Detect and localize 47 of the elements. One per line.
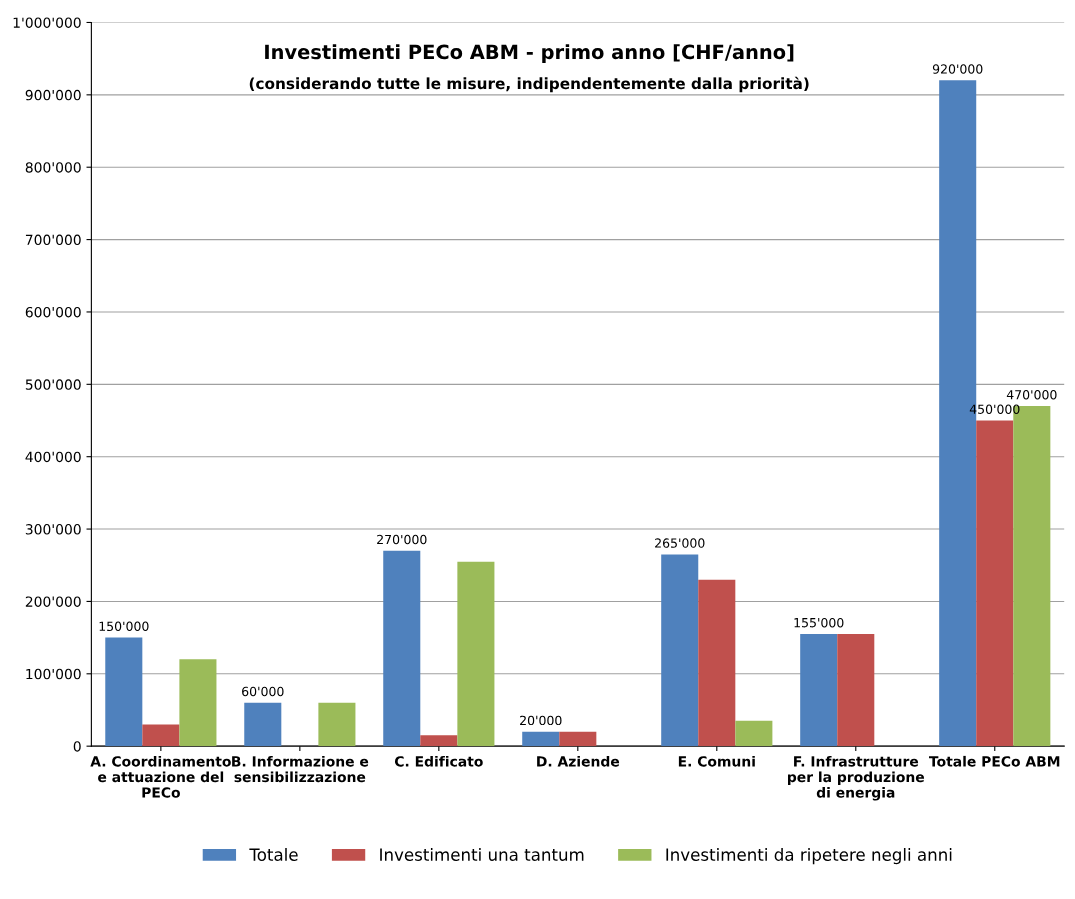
text: (considerando tutte le misure, indipendentemente dalla priorità) — [249, 76, 809, 93]
y-tick-label: 100'000 — [26, 668, 81, 680]
bar — [383, 550, 421, 747]
x-tick-label: E. Comuni — [678, 755, 755, 767]
bar — [522, 731, 560, 747]
text: Investimenti PECo ABM - primo anno [CHF/anno] — [265, 44, 794, 63]
legend-label: Investimenti da ripetere negli anni — [666, 848, 952, 865]
legend-label: Investimenti una tantum — [380, 848, 584, 861]
y-tick-label: 400'000 — [25, 451, 81, 463]
data-label: 920'000 — [932, 64, 983, 74]
data-label: 470'000 — [1006, 389, 1057, 400]
bar — [318, 702, 356, 747]
bar — [661, 554, 699, 747]
bar — [735, 720, 773, 747]
y-tick-label: 200'000 — [25, 596, 81, 607]
y-tick-label: 0 — [73, 741, 81, 752]
y-tick-label: 900'000 — [25, 89, 81, 101]
bar — [976, 420, 1014, 747]
y-tick-label: 700'000 — [25, 234, 81, 246]
legend-label: Totale — [249, 848, 298, 861]
y-tick-label: 300'000 — [25, 524, 81, 535]
x-tick-label: B. Informazione e sensibilizzazione — [232, 755, 369, 783]
data-label: 265'000 — [655, 538, 705, 548]
x-tick-label: Totale PECo ABM — [929, 755, 1060, 767]
bar — [142, 724, 180, 747]
y-tick-label: 800'000 — [25, 162, 81, 173]
y-tick-label: 1'000'000 — [13, 17, 81, 28]
bar — [457, 561, 495, 747]
x-tick-label: F. Infrastrutture per la produzione di energia — [788, 755, 925, 801]
bar — [179, 659, 217, 747]
y-tick-label: 500'000 — [25, 379, 81, 390]
x-tick-label: C. Edificato — [394, 755, 483, 767]
bar — [559, 731, 597, 747]
data-label: 270'000 — [377, 534, 427, 545]
y-tick-label: 600'000 — [25, 306, 81, 318]
bar — [244, 702, 282, 747]
data-label: 150'000 — [99, 621, 149, 632]
bar — [420, 735, 458, 747]
bar — [800, 634, 838, 747]
data-label: 20'000 — [520, 715, 562, 726]
bar — [105, 637, 143, 747]
data-label: 155'000 — [794, 617, 844, 628]
data-label: 60'000 — [242, 686, 284, 697]
x-tick-label: D. Aziende — [537, 755, 620, 767]
bar — [698, 579, 736, 747]
bar — [837, 634, 875, 747]
x-tick-label: A. Coordinamento e attuazione del PECo — [90, 755, 231, 798]
